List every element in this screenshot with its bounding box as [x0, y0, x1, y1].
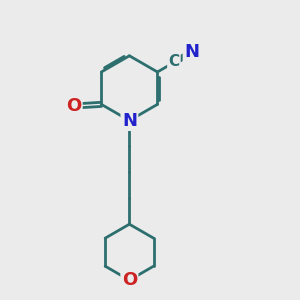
Text: N: N [122, 112, 137, 130]
Text: C: C [168, 55, 179, 70]
Text: O: O [66, 97, 81, 115]
Text: O: O [122, 271, 137, 289]
Text: N: N [184, 43, 199, 61]
